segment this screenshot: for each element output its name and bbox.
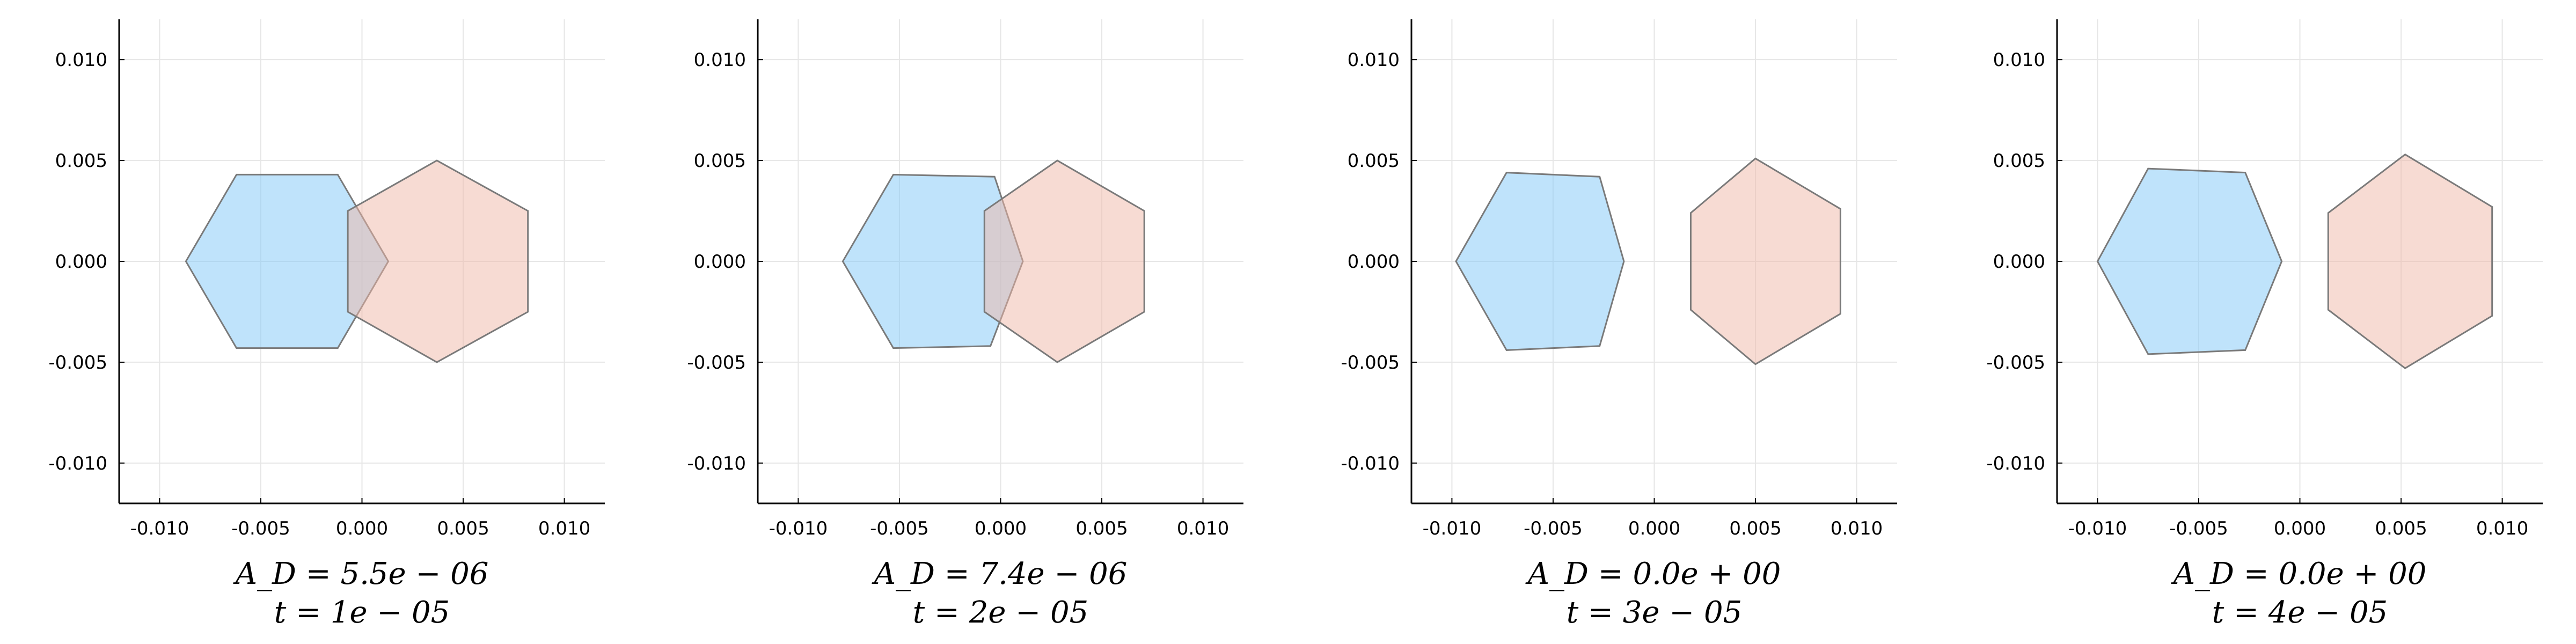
y-tick-label: -0.005: [48, 352, 107, 374]
y-tick-label: 0.010: [1348, 49, 1400, 71]
x-tick-label: -0.010: [1423, 518, 1482, 539]
y-tick-label: 0.000: [55, 251, 107, 273]
polygon-a: [1455, 172, 1625, 351]
x-tick-label: 0.010: [538, 518, 590, 539]
x-tick-label: -0.005: [870, 518, 929, 539]
caption-time: t = 1e − 05: [274, 595, 450, 630]
y-tick-label: 0.010: [694, 49, 746, 71]
y-tick-label: 0.005: [1348, 150, 1400, 172]
panel-4: -0.010 -0.005 0.000 0.005 0.010 -0.010 -0.005 0…: [1986, 19, 2543, 630]
caption-time: t = 3e − 05: [1567, 595, 1743, 630]
polygon-b: [1689, 157, 1841, 365]
polygon-b: [983, 159, 1145, 363]
y-tick-label: -0.010: [1986, 453, 2045, 474]
x-tick-label: 0.000: [336, 518, 388, 539]
y-tick-label: -0.010: [687, 453, 746, 474]
caption-time: t = 2e − 05: [913, 595, 1089, 630]
panel-2: -0.010 -0.005 0.000 0.005 0.010 -0.010 -0.005 0…: [687, 19, 1243, 630]
x-tick-label: -0.005: [1524, 518, 1583, 539]
y-tick-label: 0.000: [1993, 251, 2045, 273]
x-tick-label: 0.000: [2274, 518, 2326, 539]
x-tick-label: -0.005: [231, 518, 290, 539]
x-tick-label: 0.005: [2375, 518, 2427, 539]
y-tick-label: -0.005: [687, 352, 746, 374]
x-tick-label: 0.000: [1628, 518, 1680, 539]
y-tick-label: 0.000: [1348, 251, 1400, 273]
y-tick-label: -0.010: [1341, 453, 1400, 474]
x-tick-label: -0.010: [769, 518, 828, 539]
x-tick-label: 0.005: [1729, 518, 1781, 539]
caption-time: t = 4e − 05: [2212, 595, 2388, 630]
x-tick-label: 0.005: [437, 518, 489, 539]
x-tick-label: 0.005: [1075, 518, 1128, 539]
y-tick-label: 0.005: [1993, 150, 2045, 172]
panel-3: -0.010 -0.005 0.000 0.005 0.010 -0.010 -0.005 0…: [1341, 19, 1897, 630]
y-tick-label: 0.005: [55, 150, 107, 172]
y-tick-label: 0.000: [694, 251, 746, 273]
caption-area: A_D = 0.0e + 00: [1525, 557, 1781, 591]
panel-1: -0.010 -0.005 0.000 0.005 0.010 -0.010 -0.005 0…: [48, 19, 605, 630]
x-tick-label: -0.010: [130, 518, 189, 539]
polygon-b: [347, 159, 529, 363]
x-tick-label: -0.005: [2169, 518, 2228, 539]
y-tick-label: 0.010: [55, 49, 107, 71]
y-tick-label: 0.010: [1993, 49, 2045, 71]
caption-area: A_D = 0.0e + 00: [2171, 557, 2427, 591]
x-tick-label: 0.000: [975, 518, 1027, 539]
x-tick-label: 0.010: [2476, 518, 2528, 539]
y-tick-label: -0.010: [48, 453, 107, 474]
x-tick-label: 0.010: [1831, 518, 1883, 539]
caption-area: A_D = 7.4e − 06: [872, 557, 1128, 591]
polygon-b: [2327, 153, 2493, 370]
y-tick-label: 0.005: [694, 150, 746, 172]
x-tick-label: -0.010: [2068, 518, 2127, 539]
polygon-a: [2096, 167, 2283, 355]
y-tick-label: -0.005: [1986, 352, 2045, 374]
x-tick-label: 0.010: [1177, 518, 1229, 539]
y-tick-label: -0.005: [1341, 352, 1400, 374]
caption-area: A_D = 5.5e − 06: [233, 557, 489, 591]
